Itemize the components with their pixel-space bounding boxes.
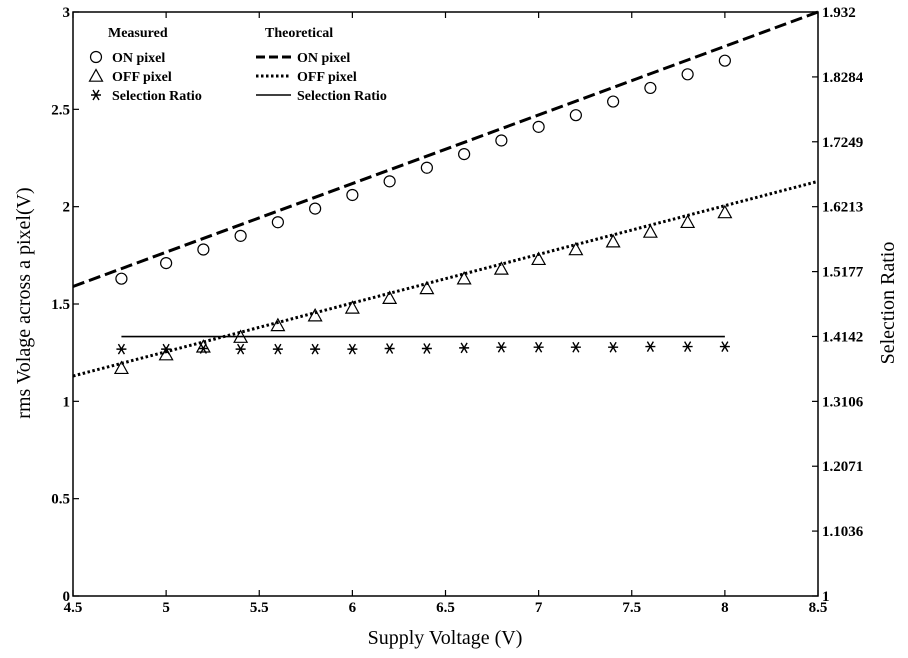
y2-tick-label: 1.8284 (822, 70, 864, 86)
y2-tick-label: 1.7249 (822, 135, 863, 151)
y2-tick-label: 1.5177 (822, 265, 864, 281)
data-point (608, 341, 619, 353)
data-point (347, 343, 358, 355)
y2-tick-label: 1.4142 (822, 329, 863, 345)
legend-measured-title: Measured (108, 26, 168, 41)
legend-theoretical-off-label: OFF pixel (297, 70, 357, 85)
y2-tick-label: 1 (822, 589, 830, 605)
data-point (493, 261, 509, 275)
data-point (309, 202, 322, 215)
data-point (642, 224, 658, 238)
x-tick-label: 8 (721, 600, 729, 616)
data-point (456, 270, 472, 285)
x-tick-label: 6 (349, 600, 357, 616)
y-tick-label: 1 (63, 394, 71, 410)
data-point (198, 343, 209, 354)
theoretical-line (72, 10, 819, 288)
data-point (113, 360, 129, 375)
y-tick-label: 2 (63, 200, 71, 216)
x-tick-label: 5 (162, 600, 170, 616)
series-theoretical-on-pixel (72, 10, 819, 288)
data-point (271, 216, 284, 229)
data-point (116, 343, 127, 355)
data-point (421, 343, 432, 354)
theoretical-line (72, 179, 819, 378)
data-point (382, 290, 398, 304)
legend-theoretical-title: Theoretical (265, 26, 333, 41)
x-tick-label: 8.5 (809, 600, 828, 616)
tick-layer: 4.5 5 5.5 6 6.5 7 7.5 8 8.5 0 0.5 1 1.5 2 2.5 3 1 1.1036 1… (51, 5, 864, 616)
y2-axis-label: Selection Ratio (877, 242, 899, 365)
y-tick-label: 1.5 (51, 297, 70, 313)
data-point (160, 257, 173, 270)
data-point (272, 343, 283, 355)
data-point (681, 68, 694, 81)
y2-tick-label: 1.3106 (822, 394, 864, 410)
y2-tick-label: 1.1036 (822, 524, 864, 540)
legend-measured-off-label: OFF pixel (112, 70, 172, 85)
x-tick-label: 7.5 (622, 600, 641, 616)
data-point (384, 343, 395, 354)
x-tick-label: 6.5 (436, 600, 455, 616)
data-point (346, 188, 359, 202)
x-tick-label: 7 (535, 600, 543, 616)
y-tick-label: 0.5 (51, 492, 70, 508)
data-point (235, 343, 246, 355)
y-tick-label: 2.5 (51, 102, 70, 118)
x-axis-label: Supply Voltage (V) (368, 627, 523, 649)
y-axis-label: rms Volage across a pixel(V) (13, 187, 35, 418)
data-point (607, 95, 620, 108)
data-point (532, 120, 545, 133)
data-point (644, 81, 657, 95)
x-tick-label: 5.5 (250, 600, 269, 616)
data-point (645, 341, 656, 352)
data-point (569, 109, 582, 122)
y-tick-label: 0 (63, 589, 71, 605)
data-point (234, 229, 247, 242)
data-point (719, 341, 730, 352)
legend-off-pixel-triangle-icon (88, 68, 104, 82)
legend-on-pixel-circle-icon (89, 50, 103, 64)
data-point (458, 148, 471, 161)
data-point (570, 341, 581, 353)
y2-tick-label: 1.2071 (822, 459, 863, 475)
y-tick-label: 3 (63, 5, 71, 21)
data-point (344, 300, 360, 314)
data-point (682, 341, 693, 352)
data-point (718, 54, 731, 67)
series-measured-selection-ratio (116, 341, 730, 355)
legend-theoretical-on-label: ON pixel (297, 51, 350, 66)
data-point (495, 134, 508, 147)
data-point (533, 341, 544, 353)
data-point (197, 243, 210, 256)
data-point (420, 161, 433, 174)
data-point (383, 175, 396, 188)
data-point (680, 214, 696, 229)
data-point (419, 280, 435, 295)
series-measured-on-pixel (115, 54, 731, 285)
data-point (270, 317, 286, 332)
y2-tick-label: 1.6213 (822, 200, 863, 216)
data-point (161, 343, 172, 355)
data-point (496, 341, 507, 353)
series-theoretical-off-pixel (72, 179, 819, 378)
data-point (459, 342, 470, 354)
data-point (717, 204, 733, 219)
legend-theoretical-sr-label: Selection Ratio (297, 89, 387, 104)
y2-tick-label: 1.932 (822, 5, 856, 21)
x-tick-label: 4.5 (64, 600, 83, 616)
data-point (531, 251, 547, 266)
data-point (115, 272, 128, 285)
series-layer (72, 10, 819, 378)
legend: Measured Theoretical ON pixel OFF pixel … (88, 26, 387, 104)
legend-measured-on-label: ON pixel (112, 51, 165, 66)
legend-selection-ratio-asterisk-icon (91, 89, 101, 101)
data-point (568, 241, 584, 256)
data-point (310, 343, 321, 355)
legend-measured-sr-label: Selection Ratio (112, 89, 202, 104)
legend-symbols (88, 50, 291, 101)
data-point (605, 233, 621, 248)
